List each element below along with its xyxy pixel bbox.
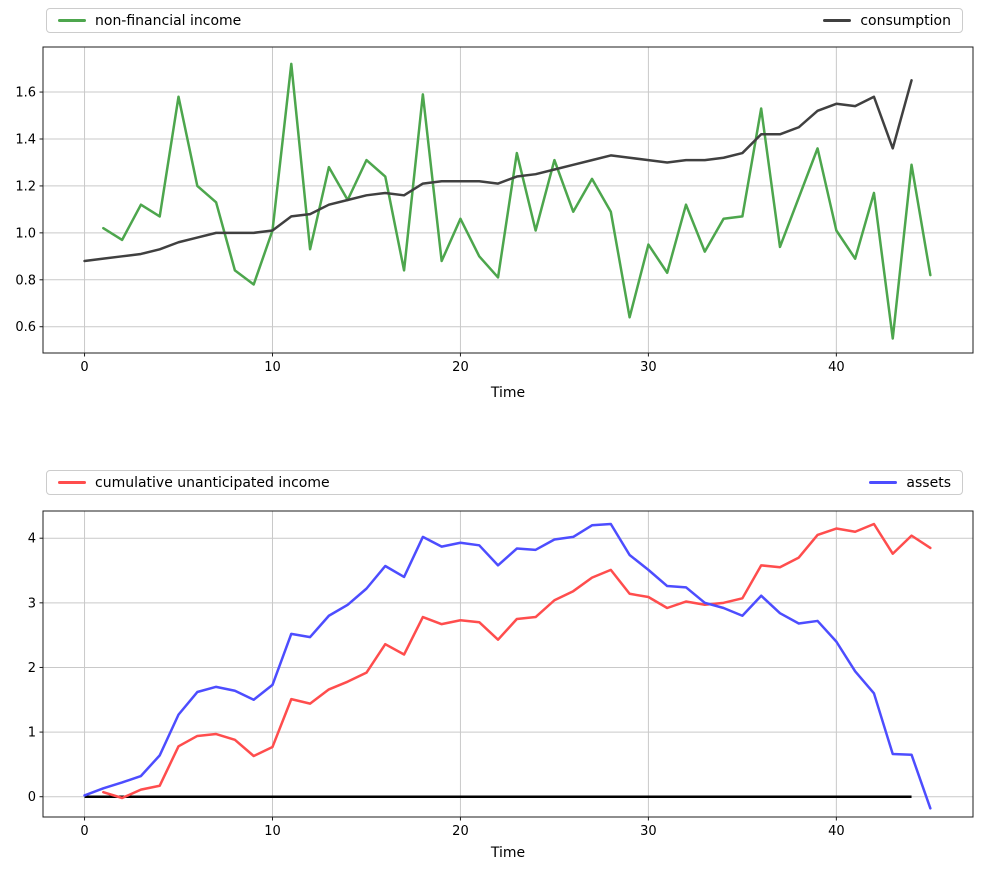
x-tick-label: 30 (640, 360, 657, 375)
series-line (83, 79, 913, 263)
x-axis-label: Time (490, 385, 525, 401)
series-line (102, 62, 932, 340)
legend-item-non-financial-income: non-financial income (47, 13, 252, 29)
y-tick-label: 1.4 (15, 132, 36, 147)
axes-frame (42, 510, 974, 818)
legend-item-consumption: consumption (812, 13, 962, 29)
legend-line-sample-dark (823, 19, 852, 22)
x-tick-label: 0 (80, 360, 88, 375)
x-tick-label: 10 (264, 360, 281, 375)
legend-item-cumulative-unanticipated-income: cumulative unanticipated income (47, 475, 341, 491)
x-tick-label: 10 (264, 824, 281, 839)
legend-item-assets: assets (858, 475, 962, 491)
x-tick-label: 40 (828, 360, 845, 375)
y-tick-label: 1.0 (15, 226, 36, 241)
y-tick-label: 0 (28, 790, 36, 805)
x-tick-label: 0 (80, 824, 88, 839)
x-tick-label: 40 (828, 824, 845, 839)
series-line (102, 522, 932, 800)
top-legend: non-financial income consumption (46, 8, 963, 33)
legend-line-sample-blue (869, 481, 898, 484)
series-line (83, 522, 932, 810)
x-tick-label: 20 (452, 360, 469, 375)
x-tick-label: 30 (640, 824, 657, 839)
legend-line-sample-green (58, 19, 86, 22)
y-tick-label: 0.8 (15, 273, 36, 288)
legend-label-consumption: consumption (860, 12, 951, 29)
legend-label-cumulative-unanticipated-income: cumulative unanticipated income (95, 474, 330, 491)
legend-label-assets: assets (906, 474, 951, 491)
x-axis-label: Time (490, 845, 525, 861)
y-tick-label: 0.6 (15, 320, 36, 335)
legend-line-sample-red (58, 481, 86, 484)
x-tick-label: 20 (452, 824, 469, 839)
y-tick-label: 1.2 (15, 179, 36, 194)
y-tick-label: 3 (28, 596, 36, 611)
bottom-legend: cumulative unanticipated income assets (46, 470, 963, 495)
y-tick-label: 1.6 (15, 86, 36, 101)
y-tick-label: 2 (28, 661, 36, 676)
y-tick-label: 1 (28, 726, 36, 741)
y-tick-label: 4 (28, 532, 36, 547)
axes-frame (42, 46, 974, 354)
legend-label-non-financial-income: non-financial income (95, 12, 242, 29)
